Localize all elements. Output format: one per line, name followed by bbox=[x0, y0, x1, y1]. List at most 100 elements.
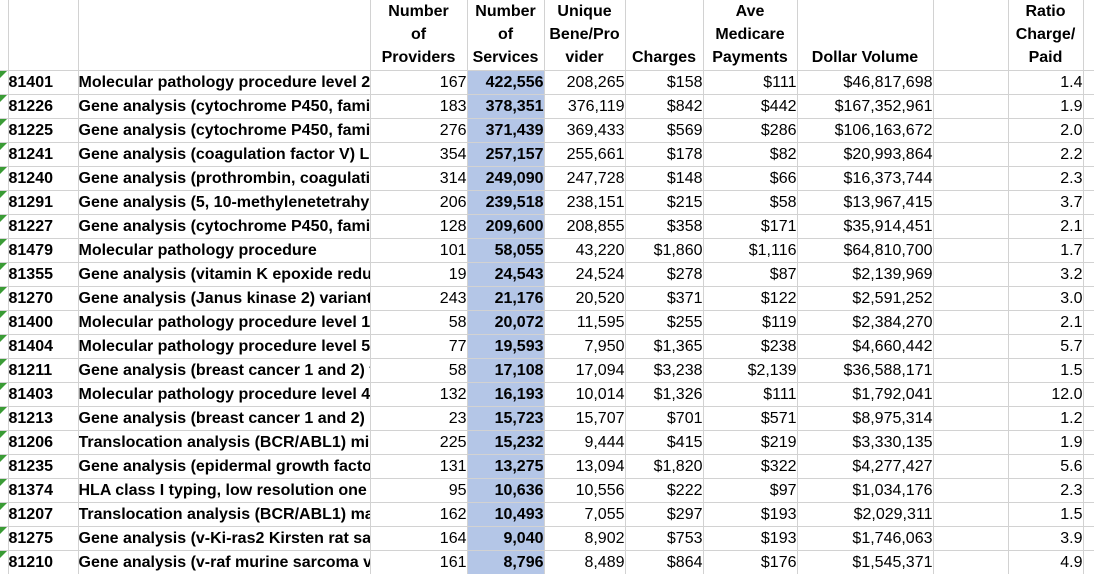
error-indicator-cell[interactable] bbox=[0, 382, 9, 407]
cell-ave-medicare[interactable]: $1,116 bbox=[703, 238, 798, 263]
cell-dollar-volume[interactable]: $2,139,969 bbox=[797, 262, 934, 287]
cell-code[interactable]: 81227 bbox=[8, 214, 79, 239]
cell-description[interactable]: Gene analysis (v-Ki-ras2 Kirsten rat sar… bbox=[78, 526, 371, 551]
error-indicator-cell[interactable] bbox=[0, 142, 9, 167]
cell-providers[interactable]: 354 bbox=[370, 142, 468, 167]
cell-ave-medicare[interactable]: $111 bbox=[703, 70, 798, 95]
cell-right-sliver[interactable] bbox=[1083, 262, 1094, 287]
cell-ave-medicare[interactable]: $119 bbox=[703, 310, 798, 335]
cell-providers[interactable]: 162 bbox=[370, 502, 468, 527]
cell-services[interactable]: 13,275 bbox=[467, 454, 545, 479]
cell-spacer[interactable] bbox=[933, 214, 1009, 239]
cell-description[interactable]: Gene analysis (Janus kinase 2) variant bbox=[78, 286, 371, 311]
error-indicator-cell[interactable] bbox=[0, 358, 9, 383]
cell-unique-bene[interactable]: 20,520 bbox=[544, 286, 626, 311]
error-indicator-cell[interactable] bbox=[0, 406, 9, 431]
cell-services[interactable]: 10,636 bbox=[467, 478, 545, 503]
cell-ave-medicare[interactable]: $111 bbox=[703, 382, 798, 407]
error-indicator-cell[interactable] bbox=[0, 310, 9, 335]
cell-charges[interactable]: $415 bbox=[625, 430, 704, 455]
cell-spacer[interactable] bbox=[933, 70, 1009, 95]
cell-services[interactable]: 16,193 bbox=[467, 382, 545, 407]
cell-dollar-volume[interactable]: $4,660,442 bbox=[797, 334, 934, 359]
cell-unique-bene[interactable]: 247,728 bbox=[544, 166, 626, 191]
cell-spacer[interactable] bbox=[933, 310, 1009, 335]
cell-code[interactable]: 81403 bbox=[8, 382, 79, 407]
cell-code[interactable]: 81207 bbox=[8, 502, 79, 527]
cell-unique-bene[interactable]: 369,433 bbox=[544, 118, 626, 143]
cell-description[interactable]: Gene analysis (cytochrome P450, family bbox=[78, 118, 371, 143]
error-indicator-cell[interactable] bbox=[0, 454, 9, 479]
cell-unique-bene[interactable]: 10,556 bbox=[544, 478, 626, 503]
cell-providers[interactable]: 19 bbox=[370, 262, 468, 287]
cell-charges[interactable]: $222 bbox=[625, 478, 704, 503]
cell-unique-bene[interactable]: 7,055 bbox=[544, 502, 626, 527]
cell-right-sliver[interactable] bbox=[1083, 526, 1094, 551]
cell-description[interactable]: Gene analysis (vitamin K epoxide reducta bbox=[78, 262, 371, 287]
cell-code[interactable]: 81226 bbox=[8, 94, 79, 119]
error-indicator-cell[interactable] bbox=[0, 166, 9, 191]
cell-charges[interactable]: $1,820 bbox=[625, 454, 704, 479]
cell-dollar-volume[interactable]: $13,967,415 bbox=[797, 190, 934, 215]
cell-ratio[interactable]: 2.0 bbox=[1008, 118, 1084, 143]
cell-description[interactable]: Molecular pathology procedure level 1 bbox=[78, 310, 371, 335]
cell-charges[interactable]: $842 bbox=[625, 94, 704, 119]
cell-services[interactable]: 249,090 bbox=[467, 166, 545, 191]
cell-dollar-volume[interactable]: $2,591,252 bbox=[797, 286, 934, 311]
cell-spacer[interactable] bbox=[933, 262, 1009, 287]
cell-spacer[interactable] bbox=[933, 526, 1009, 551]
cell-right-sliver[interactable] bbox=[1083, 382, 1094, 407]
cell-code[interactable]: 81479 bbox=[8, 238, 79, 263]
cell-code[interactable]: 81275 bbox=[8, 526, 79, 551]
cell-dollar-volume[interactable]: $1,545,371 bbox=[797, 550, 934, 574]
cell-dollar-volume[interactable]: $1,792,041 bbox=[797, 382, 934, 407]
cell-providers[interactable]: 183 bbox=[370, 94, 468, 119]
cell-spacer[interactable] bbox=[933, 358, 1009, 383]
cell-code[interactable]: 81404 bbox=[8, 334, 79, 359]
error-indicator-cell[interactable] bbox=[0, 286, 9, 311]
cell-spacer[interactable] bbox=[933, 118, 1009, 143]
cell-right-sliver[interactable] bbox=[1083, 478, 1094, 503]
cell-spacer[interactable] bbox=[933, 286, 1009, 311]
cell-right-sliver[interactable] bbox=[1083, 142, 1094, 167]
cell-ratio[interactable]: 2.2 bbox=[1008, 142, 1084, 167]
cell-charges[interactable]: $701 bbox=[625, 406, 704, 431]
cell-ratio[interactable]: 1.7 bbox=[1008, 238, 1084, 263]
header-cell-code[interactable] bbox=[8, 0, 79, 71]
cell-unique-bene[interactable]: 255,661 bbox=[544, 142, 626, 167]
cell-services[interactable]: 8,796 bbox=[467, 550, 545, 574]
cell-spacer[interactable] bbox=[933, 454, 1009, 479]
cell-providers[interactable]: 58 bbox=[370, 358, 468, 383]
cell-description[interactable]: Gene analysis (cytochrome P450, family bbox=[78, 94, 371, 119]
cell-services[interactable]: 20,072 bbox=[467, 310, 545, 335]
cell-ratio[interactable]: 1.5 bbox=[1008, 502, 1084, 527]
header-cell-ratio[interactable]: Ratio Charge/ Paid bbox=[1008, 0, 1084, 71]
header-cell-left-sliver[interactable] bbox=[0, 0, 9, 71]
cell-services[interactable]: 15,232 bbox=[467, 430, 545, 455]
cell-description[interactable]: Molecular pathology procedure bbox=[78, 238, 371, 263]
cell-spacer[interactable] bbox=[933, 334, 1009, 359]
cell-description[interactable]: Molecular pathology procedure level 4 bbox=[78, 382, 371, 407]
cell-providers[interactable]: 206 bbox=[370, 190, 468, 215]
cell-spacer[interactable] bbox=[933, 142, 1009, 167]
cell-right-sliver[interactable] bbox=[1083, 310, 1094, 335]
cell-ratio[interactable]: 12.0 bbox=[1008, 382, 1084, 407]
cell-services[interactable]: 371,439 bbox=[467, 118, 545, 143]
cell-charges[interactable]: $3,238 bbox=[625, 358, 704, 383]
cell-description[interactable]: Translocation analysis (BCR/ABL1) major bbox=[78, 502, 371, 527]
cell-description[interactable]: Molecular pathology procedure level 5 bbox=[78, 334, 371, 359]
cell-description[interactable]: Gene analysis (coagulation factor V) Lei… bbox=[78, 142, 371, 167]
cell-code[interactable]: 81401 bbox=[8, 70, 79, 95]
cell-code[interactable]: 81213 bbox=[8, 406, 79, 431]
cell-dollar-volume[interactable]: $3,330,135 bbox=[797, 430, 934, 455]
cell-code[interactable]: 81400 bbox=[8, 310, 79, 335]
cell-ratio[interactable]: 2.3 bbox=[1008, 166, 1084, 191]
cell-dollar-volume[interactable]: $1,746,063 bbox=[797, 526, 934, 551]
cell-unique-bene[interactable]: 43,220 bbox=[544, 238, 626, 263]
cell-ratio[interactable]: 4.9 bbox=[1008, 550, 1084, 574]
cell-description[interactable]: Gene analysis (breast cancer 1 and 2) fu… bbox=[78, 358, 371, 383]
cell-ratio[interactable]: 1.9 bbox=[1008, 94, 1084, 119]
cell-ave-medicare[interactable]: $87 bbox=[703, 262, 798, 287]
cell-services[interactable]: 9,040 bbox=[467, 526, 545, 551]
cell-ave-medicare[interactable]: $322 bbox=[703, 454, 798, 479]
